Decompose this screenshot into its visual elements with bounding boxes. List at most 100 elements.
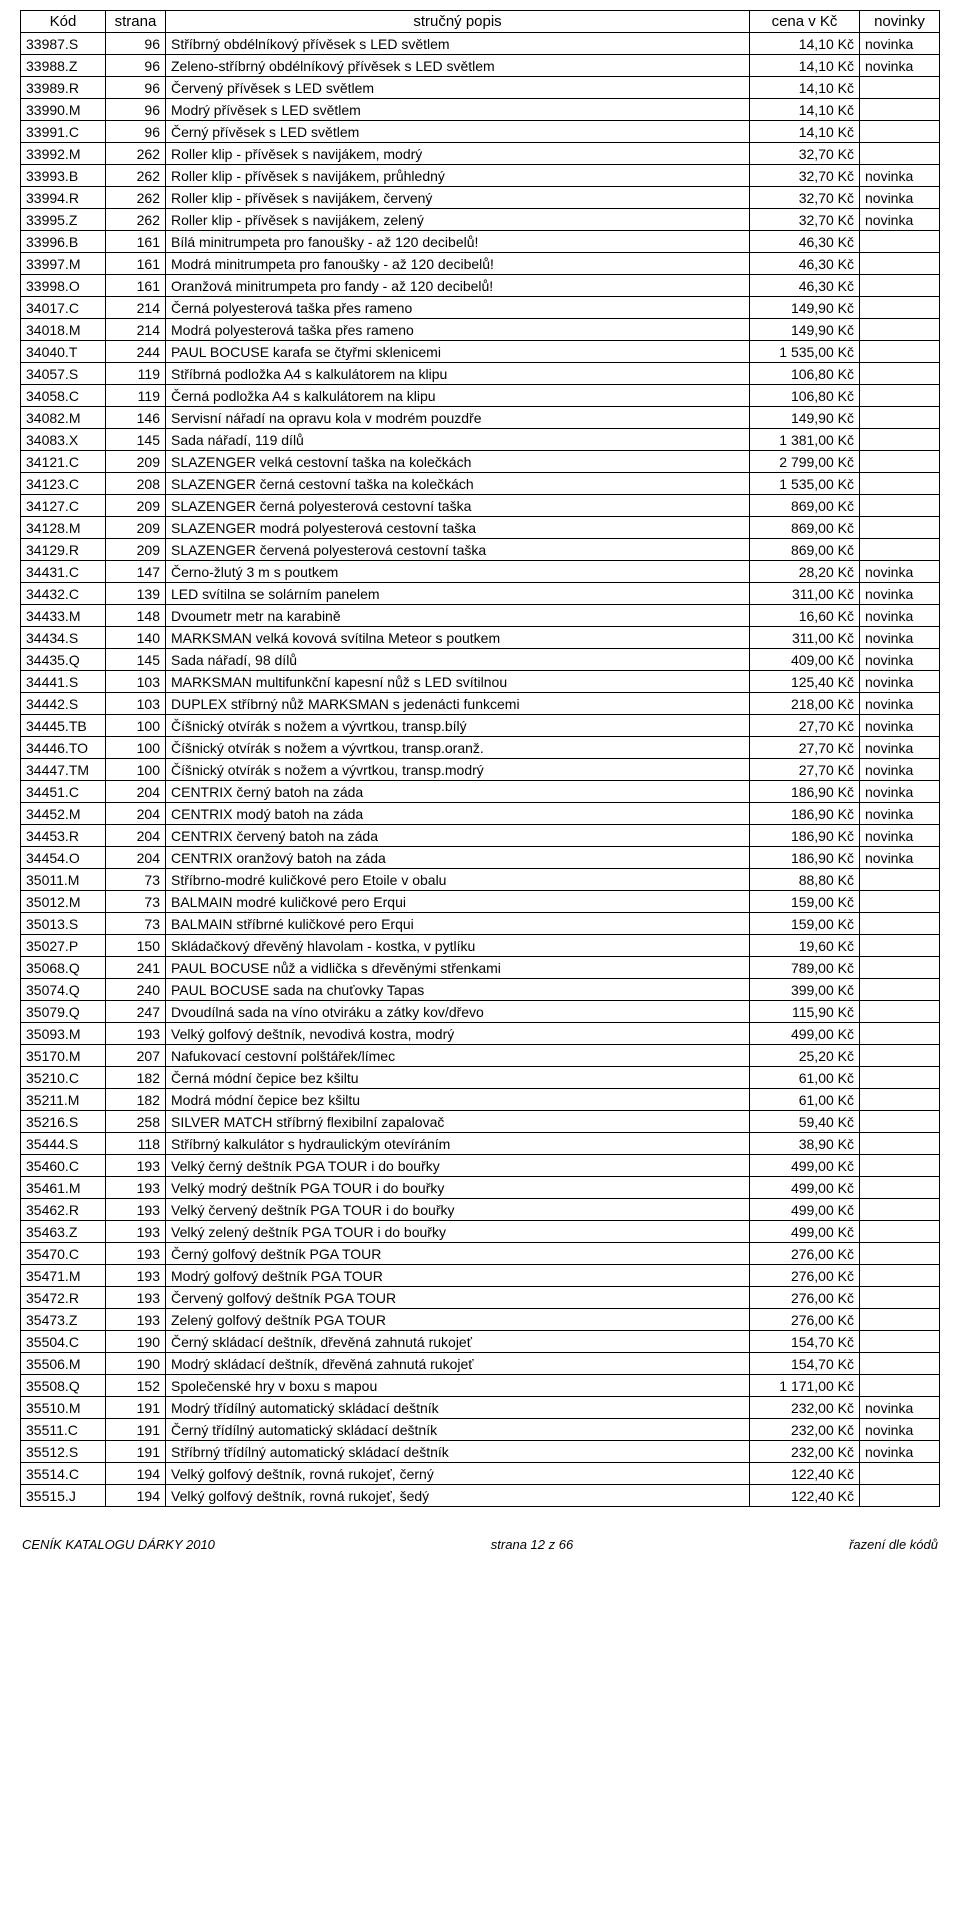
cell-nov: novinka xyxy=(860,55,940,77)
cell-cena: 61,00 Kč xyxy=(750,1067,860,1089)
table-row: 34452.M204CENTRIX modý batoh na záda186,… xyxy=(21,803,940,825)
table-row: 34454.O204CENTRIX oranžový batoh na záda… xyxy=(21,847,940,869)
cell-cena: 311,00 Kč xyxy=(750,583,860,605)
cell-cena: 499,00 Kč xyxy=(750,1155,860,1177)
cell-popis: SLAZENGER červená polyesterová cestovní … xyxy=(166,539,750,561)
cell-cena: 27,70 Kč xyxy=(750,759,860,781)
cell-nov xyxy=(860,1309,940,1331)
cell-nov: novinka xyxy=(860,627,940,649)
cell-strana: 96 xyxy=(106,55,166,77)
cell-popis: Skládačkový dřevěný hlavolam - kostka, v… xyxy=(166,935,750,957)
cell-kod: 33992.M xyxy=(21,143,106,165)
cell-kod: 34454.O xyxy=(21,847,106,869)
cell-nov xyxy=(860,297,940,319)
table-row: 35460.C193Velký černý deštník PGA TOUR i… xyxy=(21,1155,940,1177)
cell-kod: 33996.B xyxy=(21,231,106,253)
cell-popis: CENTRIX černý batoh na záda xyxy=(166,781,750,803)
cell-kod: 34446.TO xyxy=(21,737,106,759)
table-row: 33998.O161Oranžová minitrumpeta pro fand… xyxy=(21,275,940,297)
cell-popis: PAUL BOCUSE nůž a vidlička s dřevěnými s… xyxy=(166,957,750,979)
cell-strana: 207 xyxy=(106,1045,166,1067)
cell-cena: 149,90 Kč xyxy=(750,297,860,319)
cell-kod: 35473.Z xyxy=(21,1309,106,1331)
cell-cena: 2 799,00 Kč xyxy=(750,451,860,473)
cell-nov xyxy=(860,1111,940,1133)
cell-kod: 35210.C xyxy=(21,1067,106,1089)
table-row: 34058.C119Černá podložka A4 s kalkulátor… xyxy=(21,385,940,407)
cell-strana: 193 xyxy=(106,1243,166,1265)
cell-strana: 145 xyxy=(106,429,166,451)
cell-kod: 35515.J xyxy=(21,1485,106,1507)
cell-nov xyxy=(860,1177,940,1199)
cell-nov xyxy=(860,935,940,957)
cell-nov: novinka xyxy=(860,165,940,187)
cell-popis: Bílá minitrumpeta pro fanoušky - až 120 … xyxy=(166,231,750,253)
cell-kod: 35093.M xyxy=(21,1023,106,1045)
cell-nov xyxy=(860,517,940,539)
cell-cena: 32,70 Kč xyxy=(750,143,860,165)
cell-kod: 35079.Q xyxy=(21,1001,106,1023)
table-row: 35462.R193Velký červený deštník PGA TOUR… xyxy=(21,1199,940,1221)
cell-popis: Velký golfový deštník, rovná rukojeť, če… xyxy=(166,1463,750,1485)
table-row: 35472.R193Červený golfový deštník PGA TO… xyxy=(21,1287,940,1309)
table-row: 33996.B161Bílá minitrumpeta pro fanoušky… xyxy=(21,231,940,253)
cell-cena: 32,70 Kč xyxy=(750,165,860,187)
cell-kod: 34018.M xyxy=(21,319,106,341)
cell-popis: Číšnický otvírák s nožem a vývrtkou, tra… xyxy=(166,737,750,759)
cell-strana: 204 xyxy=(106,803,166,825)
table-row: 35074.Q240PAUL BOCUSE sada na chuťovky T… xyxy=(21,979,940,1001)
cell-nov xyxy=(860,539,940,561)
cell-nov xyxy=(860,1221,940,1243)
cell-kod: 34123.C xyxy=(21,473,106,495)
cell-strana: 247 xyxy=(106,1001,166,1023)
cell-nov xyxy=(860,979,940,1001)
cell-nov xyxy=(860,1331,940,1353)
cell-kod: 34129.R xyxy=(21,539,106,561)
cell-strana: 193 xyxy=(106,1265,166,1287)
cell-popis: Stříbrný obdélníkový přívěsek s LED svět… xyxy=(166,33,750,55)
cell-popis: Dvoumetr metr na karabině xyxy=(166,605,750,627)
cell-nov xyxy=(860,385,940,407)
table-row: 34441.S103MARKSMAN multifunkční kapesní … xyxy=(21,671,940,693)
cell-nov xyxy=(860,121,940,143)
cell-popis: Stříbrný kalkulátor s hydraulickým oteví… xyxy=(166,1133,750,1155)
cell-strana: 119 xyxy=(106,363,166,385)
cell-kod: 35012.M xyxy=(21,891,106,913)
cell-nov: novinka xyxy=(860,759,940,781)
cell-cena: 869,00 Kč xyxy=(750,517,860,539)
cell-cena: 232,00 Kč xyxy=(750,1419,860,1441)
cell-nov xyxy=(860,429,940,451)
table-row: 35093.M193Velký golfový deštník, nevodiv… xyxy=(21,1023,940,1045)
cell-cena: 1 171,00 Kč xyxy=(750,1375,860,1397)
cell-strana: 147 xyxy=(106,561,166,583)
table-row: 33993.B262Roller klip - přívěsek s navij… xyxy=(21,165,940,187)
cell-kod: 33995.Z xyxy=(21,209,106,231)
cell-strana: 96 xyxy=(106,33,166,55)
cell-kod: 33988.Z xyxy=(21,55,106,77)
cell-nov xyxy=(860,1353,940,1375)
cell-nov xyxy=(860,231,940,253)
cell-nov xyxy=(860,341,940,363)
header-strana: strana xyxy=(106,11,166,33)
cell-kod: 34445.TB xyxy=(21,715,106,737)
cell-strana: 145 xyxy=(106,649,166,671)
cell-popis: LED svítilna se solárním panelem xyxy=(166,583,750,605)
table-row: 33994.R262Roller klip - přívěsek s navij… xyxy=(21,187,940,209)
cell-nov xyxy=(860,1287,940,1309)
table-row: 35461.M193Velký modrý deštník PGA TOUR i… xyxy=(21,1177,940,1199)
cell-strana: 190 xyxy=(106,1353,166,1375)
cell-cena: 154,70 Kč xyxy=(750,1331,860,1353)
cell-cena: 14,10 Kč xyxy=(750,33,860,55)
cell-cena: 122,40 Kč xyxy=(750,1485,860,1507)
footer-left: CENÍK KATALOGU DÁRKY 2010 xyxy=(22,1537,215,1552)
cell-kod: 34442.S xyxy=(21,693,106,715)
cell-cena: 276,00 Kč xyxy=(750,1243,860,1265)
cell-kod: 35211.M xyxy=(21,1089,106,1111)
cell-nov: novinka xyxy=(860,1419,940,1441)
cell-strana: 209 xyxy=(106,495,166,517)
table-row: 35068.Q241PAUL BOCUSE nůž a vidlička s d… xyxy=(21,957,940,979)
cell-cena: 869,00 Kč xyxy=(750,539,860,561)
header-cena: cena v Kč xyxy=(750,11,860,33)
cell-nov xyxy=(860,1089,940,1111)
table-row: 34446.TO100Číšnický otvírák s nožem a vý… xyxy=(21,737,940,759)
